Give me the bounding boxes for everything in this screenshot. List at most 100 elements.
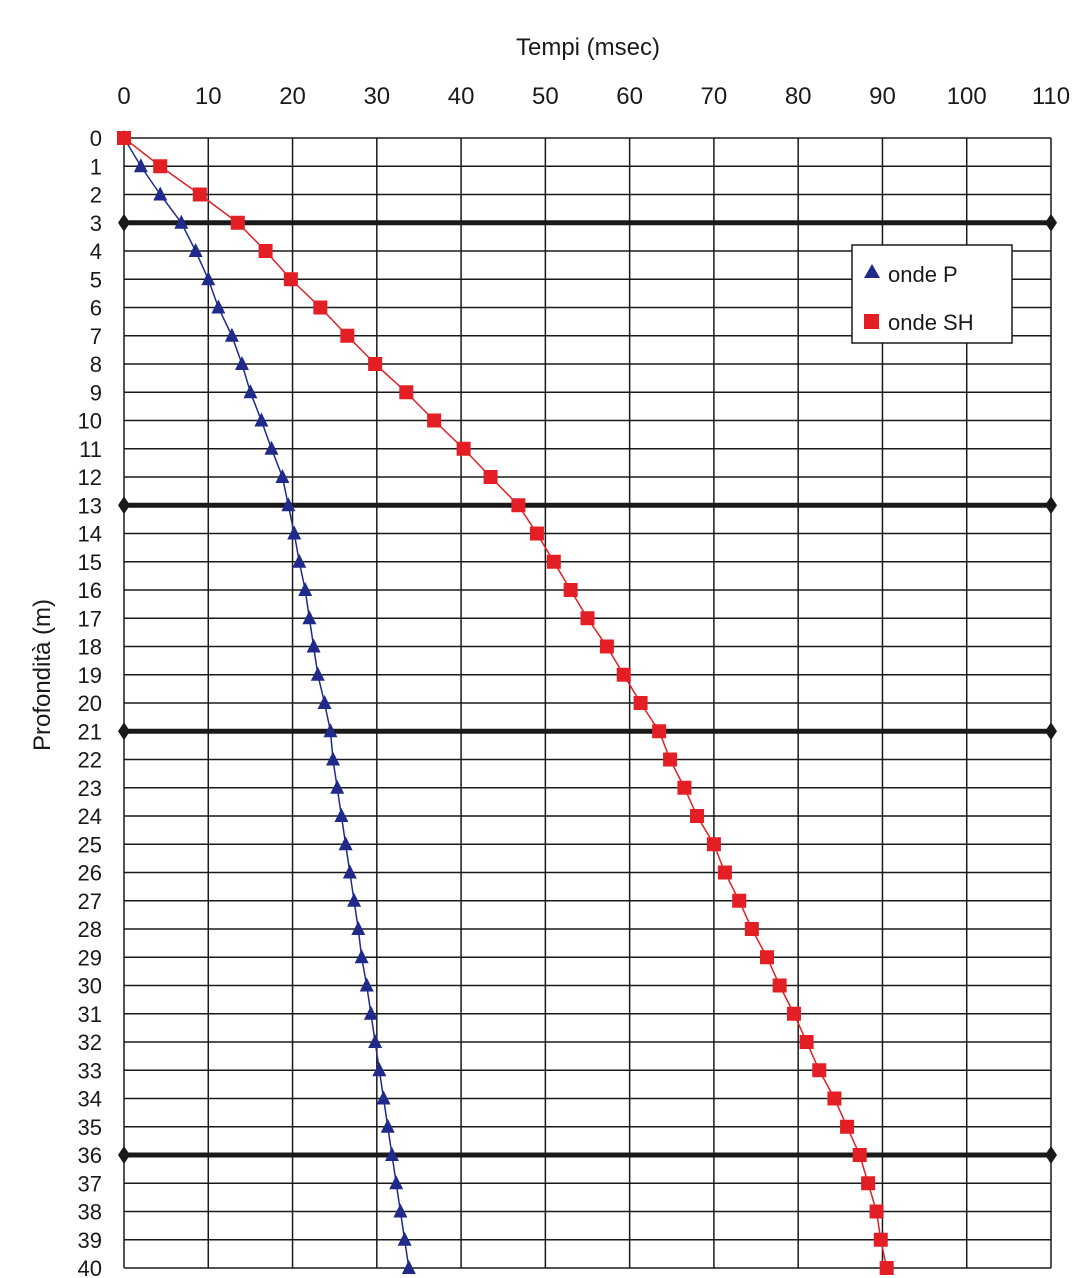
data-point-triangle [393,1203,408,1218]
data-point-triangle [310,666,325,681]
y-tick-label: 31 [78,1002,102,1027]
y-tick-label: 37 [78,1171,102,1196]
data-point-triangle [275,469,290,483]
y-tick-label: 39 [78,1228,102,1253]
y-tick-label: 8 [90,352,102,377]
y-tick-label: 23 [78,776,102,801]
x-tick-label: 70 [701,83,728,110]
data-point-square [340,328,355,343]
x-tick-label: 40 [448,83,475,110]
boundary-end-diamond-icon [1045,1146,1057,1164]
data-point-square [546,554,561,569]
y-tick-label: 28 [78,917,102,942]
data-point-triangle [317,695,332,709]
data-point-square [690,809,705,823]
boundary-end-diamond-icon [118,496,130,515]
y-tick-label: 1 [90,154,102,179]
y-tick-label: 33 [78,1058,102,1083]
data-point-triangle [389,1175,404,1190]
x-tick-labels: 0 10 20 30 40 50 60 70 80 90 100 110 [117,83,1070,110]
data-point-square [368,357,383,371]
data-point-triangle [211,299,226,314]
y-tick-label: 7 [90,324,102,349]
data-point-triangle [359,977,374,992]
legend-label-sh-waves: onde SH [888,310,974,335]
data-point-triangle [306,638,321,653]
data-point-square [840,1119,855,1134]
x-tick-label: 30 [363,83,390,110]
data-point-triangle [384,1147,399,1161]
y-tick-label: 5 [90,267,102,292]
data-point-square [786,1006,801,1021]
boundary-end-diamond-icon [118,722,130,741]
y-tick-label: 10 [78,409,102,434]
series [117,130,894,1275]
data-point-square [230,215,245,230]
data-point-square [879,1261,894,1275]
data-point-triangle [292,553,307,568]
data-point-triangle [243,384,258,399]
y-tick-label: 13 [78,493,102,518]
data-point-square [153,159,168,174]
y-tick-label: 29 [78,945,102,970]
data-point-triangle [254,412,269,427]
y-axis-title: Profondità (m) [29,599,56,751]
data-point-square [760,950,775,965]
y-tick-label: 15 [78,550,102,575]
y-tick-label: 19 [78,663,102,688]
data-point-triangle [351,921,366,935]
data-point-square [799,1035,814,1049]
data-point-square [117,131,131,145]
y-tick-label: 14 [78,522,102,547]
data-point-square [192,187,207,202]
data-point-square [869,1204,884,1219]
y-tick-label: 11 [79,437,102,462]
y-tick-label: 3 [90,211,102,236]
data-point-triangle [298,582,313,596]
data-point-triangle [133,158,148,173]
data-point-square [399,385,414,400]
data-point-square [873,1232,888,1247]
x-tick-label: 100 [947,83,987,110]
x-tick-label: 80 [785,83,812,110]
data-point-triangle [380,1118,395,1133]
y-tick-label: 12 [78,465,102,490]
y-tick-label: 26 [78,861,102,886]
data-point-triangle [325,751,340,766]
boundary-end-diamond-icon [1045,722,1057,741]
boundary-end-diamond-icon [118,213,130,232]
data-point-square [483,470,498,484]
x-axis-title: Tempi (msec) [516,34,660,61]
data-point-triangle [334,808,349,822]
y-tick-label: 27 [78,889,102,914]
data-point-triangle [302,610,317,625]
data-point-square [580,611,595,626]
x-tick-label: 50 [532,83,559,110]
boundary-end-diamond-icon [1045,213,1057,232]
data-point-triangle [342,864,357,879]
y-tick-label: 18 [78,635,102,660]
y-tick-label: 25 [78,832,102,857]
data-point-square [732,893,747,908]
data-point-square [427,413,442,428]
data-point-triangle [376,1090,391,1105]
data-point-square [677,780,692,795]
y-tick-label: 38 [78,1200,102,1225]
y-tick-label: 4 [90,239,102,264]
y-tick-label: 6 [90,296,102,321]
legend-label-p-waves: onde P [888,262,958,287]
data-point-triangle [264,440,279,455]
data-point-square [599,639,614,654]
y-tick-label: 22 [78,748,102,773]
layer-boundaries [118,213,1057,1164]
y-tick-label: 35 [78,1115,102,1140]
data-point-square [717,865,732,880]
y-tick-label: 9 [90,380,102,405]
data-point-square [456,441,471,456]
data-point-square [706,837,721,852]
data-point-triangle [188,243,203,257]
y-tick-label: 17 [78,606,102,631]
data-point-triangle [224,327,239,342]
data-point-triangle [354,949,369,964]
